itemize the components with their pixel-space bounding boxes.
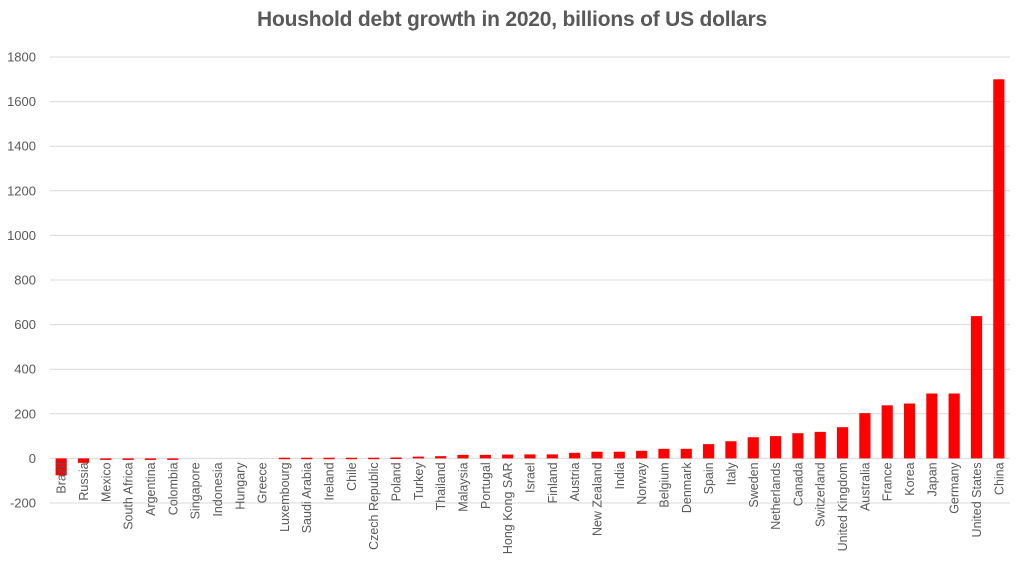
bar-china [993,79,1005,459]
x-category-label: China [992,462,1006,495]
x-category-label: Spain [702,462,716,494]
bar-italy [725,441,737,459]
y-tick-label: 800 [14,273,36,288]
x-category-label: Israel [524,462,538,493]
x-category-label: Czech Republic [367,462,381,550]
y-tick-label: 1800 [7,50,36,65]
bar-australia [859,413,871,459]
x-category-label: New Zealand [590,462,604,536]
x-category-label: Sweden [747,462,761,507]
x-category-label: Mexico [99,462,113,502]
x-category-label: Denmark [680,462,694,513]
bar-luxembourg [278,457,290,460]
bar-japan [926,393,938,459]
x-category-label: Thailand [434,462,448,510]
x-category-label: Hong Kong SAR [501,462,515,554]
x-category-label: Australia [858,462,872,511]
bar-new-zealand [591,451,603,459]
y-tick-label: 0 [29,451,36,466]
bar-france [881,405,893,459]
x-category-label: Finland [546,462,560,503]
bar-argentina [144,458,157,460]
bar-colombia [167,458,179,460]
bar-canada [792,433,804,459]
bar-saudi-arabia [301,457,313,460]
x-category-label: Belgium [657,462,671,507]
x-category-label: Netherlands [769,462,783,529]
x-category-label: Ireland [323,462,337,500]
chart-title: Houshold debt growth in 2020, billions o… [257,8,767,31]
x-axis-category-labels: Brazil Russia Mexico South Africa Argentina C… [55,462,1007,554]
bar-korea [903,403,916,459]
x-category-label: United States [970,462,984,537]
x-category-label: Brazil [55,462,69,493]
y-tick-label: 1400 [7,139,36,154]
x-category-label: Korea [903,462,917,495]
bar-switzerland [814,431,826,459]
bar-sweden [747,437,759,459]
bar-germany [948,393,960,459]
x-category-label: India [613,462,627,489]
x-category-label: Canada [791,462,805,506]
y-tick-label: -200 [10,496,36,511]
x-category-label: Turkey [412,462,426,500]
x-category-label: France [881,462,895,501]
x-category-label: Colombia [166,462,180,515]
x-category-label: South Africa [122,462,136,529]
x-category-label: Germany [948,462,962,514]
bar-austria [569,452,581,459]
bar-norway [636,450,648,459]
bar-united-states [970,316,983,459]
x-category-label: Norway [635,462,649,505]
bar-spain [703,444,715,459]
x-category-label: Malaysia [457,462,471,511]
bar-mexico [100,458,112,460]
bar-turkey [412,456,424,459]
bar-israel [524,454,536,459]
x-category-label: Chile [345,462,359,491]
y-tick-label: 400 [14,362,36,377]
bar-finland [546,454,558,459]
y-tick-label: 1600 [7,94,36,109]
x-category-label: Hungary [233,462,247,510]
bar-poland [390,457,402,460]
bar-chile [345,457,357,460]
y-axis-tick-labels: -200 0 200 400 600 800 1000 1200 1400 1600 1800 [7,50,36,511]
x-category-label: Argentina [144,462,158,516]
y-tick-label: 200 [14,406,36,421]
x-category-label: Saudi Arabia [300,462,314,533]
x-category-label: United Kingdom [836,462,850,551]
x-category-label: Luxembourg [278,462,292,532]
x-category-label: Russia [77,462,91,500]
bar-india [613,451,625,459]
bar-netherlands [770,436,782,459]
y-tick-label: 600 [14,317,36,332]
x-category-label: Switzerland [814,462,828,527]
y-tick-label: 1200 [7,183,36,198]
x-category-label: Indonesia [211,462,225,516]
bar-belgium [658,448,670,459]
x-category-label: Singapore [189,462,203,519]
bar-malaysia [457,454,469,459]
x-category-label: Austria [568,462,582,501]
bar-brazil [55,458,67,476]
bars [55,79,1005,476]
x-category-label: Italy [724,462,738,486]
bar-russia [77,458,90,463]
x-category-label: Greece [256,462,270,503]
x-category-label: Portugal [479,462,493,509]
bar-south-africa [122,458,134,460]
bar-ireland [323,457,335,460]
bar-thailand [435,456,447,459]
x-category-label: Japan [925,462,939,496]
bar-united-kingdom [836,427,849,459]
bar-czech-republic [368,457,380,460]
bar-portugal [479,454,491,459]
bar-denmark [680,448,692,459]
x-category-label: Poland [390,462,404,501]
y-tick-label: 1000 [7,228,36,243]
bar-hong-kong-sar [502,454,514,459]
gridlines [50,56,1010,504]
